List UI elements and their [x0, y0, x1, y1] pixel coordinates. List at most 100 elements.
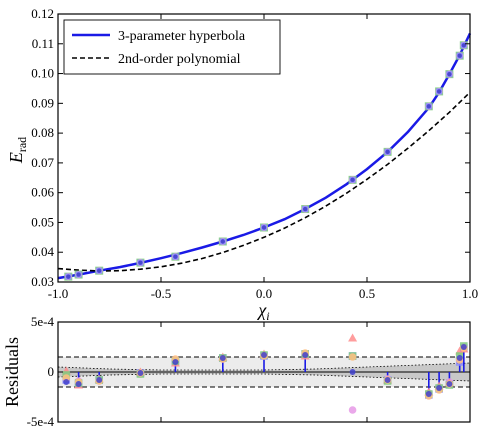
residual-point-cluster [459, 342, 469, 372]
residual-point-circle [348, 353, 357, 361]
main-y-tick-label: 0.10 [31, 66, 54, 81]
data-point-cluster [301, 205, 310, 214]
legend: 3-parameter hyperbola 2nd-order polynomi… [63, 19, 281, 75]
residual-point-circle [302, 352, 309, 358]
residual-point-circle [425, 391, 432, 397]
residual-point-cluster [94, 372, 104, 385]
svg-text:Erad: Erad [6, 137, 29, 164]
residual-point-cluster [170, 355, 180, 372]
main-y-label-sub: rad [15, 137, 29, 152]
residual-point-circle [96, 377, 103, 383]
residual-point-circle [261, 352, 267, 358]
residual-point-circle [63, 379, 70, 385]
main-x-label-main: χ [256, 300, 267, 320]
main-y-tick-label: 0.08 [31, 125, 54, 140]
data-point-cluster [424, 102, 433, 111]
main-x-tick-label: -1.0 [48, 286, 69, 301]
residual-inner-band-edge [57, 373, 471, 382]
main-y-label-main: E [6, 152, 26, 164]
legend-box [63, 19, 281, 75]
residual-point-circle [219, 355, 226, 361]
residual-point-cluster [444, 372, 454, 389]
data-point-dot [66, 274, 71, 279]
main-y-tick-label: 0.12 [31, 6, 54, 21]
residual-y-ticks: -5e-4 0 5e-4 [27, 314, 470, 429]
data-point-cluster [348, 175, 357, 184]
main-y-tick-label: 0.04 [31, 244, 54, 259]
data-point-cluster [455, 51, 464, 60]
residual-y-tick-label: -5e-4 [27, 414, 55, 429]
data-point-cluster [171, 252, 180, 261]
main-x-tick-label: 1.0 [462, 286, 478, 301]
main-y-tick-label: 0.03 [31, 274, 54, 289]
data-point-cluster [260, 223, 268, 232]
legend-label-polynomial: 2nd-order polynomial [118, 52, 241, 67]
residual-point-cluster [455, 346, 465, 372]
data-point-dot [461, 43, 467, 48]
residual-y-tick-label: 0 [48, 364, 55, 379]
residual-point-circle [349, 369, 356, 375]
data-point-dot [436, 89, 442, 94]
data-point-cluster [218, 237, 227, 246]
residual-point-triangle [348, 333, 358, 342]
data-point-dot [350, 177, 355, 183]
residual-point-circle [172, 359, 179, 365]
residual-panel: -5e-4 0 5e-4 Residuals [2, 314, 471, 429]
data-point-dot [97, 268, 102, 273]
main-y-ticks: 0.03 0.04 0.05 0.06 0.07 0.08 0.09 0.10 0.11 0.12 [31, 6, 470, 289]
main-y-tick-label: 0.05 [31, 214, 54, 229]
residual-point-cluster [259, 349, 269, 372]
data-point-cluster [459, 41, 468, 50]
residual-y-tick-label: 5e-4 [31, 314, 55, 329]
residual-point-circle [460, 344, 467, 350]
data-point-dot [220, 239, 225, 244]
residual-point-cluster [424, 372, 434, 400]
residual-point-cluster [218, 352, 228, 372]
data-point-dot [173, 254, 178, 259]
residual-point-cluster [61, 366, 71, 385]
data-point-dot [138, 260, 143, 265]
main-x-label-sub: i [266, 309, 269, 323]
main-x-tick-label: -0.5 [151, 286, 172, 301]
main-y-tick-label: 0.07 [31, 155, 54, 170]
residual-point-cluster [348, 333, 358, 414]
data-point-cluster [95, 266, 104, 275]
residual-point-cluster [74, 372, 84, 389]
main-panel: 0.03 0.04 0.05 0.06 0.07 0.08 0.09 0.10 0.11 0.12… [6, 6, 478, 323]
residual-point-circle [348, 406, 357, 414]
data-point-dot [76, 272, 81, 277]
main-y-axis-label: Erad [6, 137, 29, 164]
main-x-ticks: -1.0 -0.5 0.0 0.5 1.0 [48, 14, 478, 301]
residual-point-cluster [300, 349, 310, 372]
main-x-tick-label: 0.5 [359, 286, 375, 301]
data-point-dot [447, 71, 452, 77]
residual-point-circle [137, 370, 144, 376]
legend-label-hyperbola: 3-parameter hyperbola [118, 29, 246, 44]
residual-point-circle [456, 355, 463, 361]
main-y-tick-label: 0.09 [31, 95, 54, 110]
data-point-dot [426, 104, 431, 109]
residual-point-circle [384, 377, 391, 383]
residual-point-cluster [383, 372, 393, 385]
residual-point-circle [75, 381, 82, 387]
residual-inner-band-edge [57, 362, 471, 371]
data-point-dot [385, 149, 390, 155]
data-point-cluster [445, 70, 454, 79]
main-plot-content [57, 32, 472, 281]
main-y-tick-label: 0.11 [32, 36, 54, 51]
data-point-dot [303, 206, 308, 212]
data-point-dot [457, 53, 462, 58]
data-point-cluster [64, 272, 73, 281]
residual-plot-content [57, 333, 471, 414]
residual-y-axis-label: Residuals [2, 337, 22, 407]
series-line-polynomial [57, 91, 471, 272]
main-x-axis-label: χi [256, 300, 269, 323]
residual-x-ticks [57, 322, 471, 422]
residual-point-cluster [434, 372, 444, 394]
data-point-cluster [74, 270, 83, 279]
residual-point-cluster [135, 367, 145, 378]
residual-point-circle [436, 385, 443, 391]
residual-point-circle [446, 381, 453, 387]
data-point-dot [261, 225, 267, 230]
